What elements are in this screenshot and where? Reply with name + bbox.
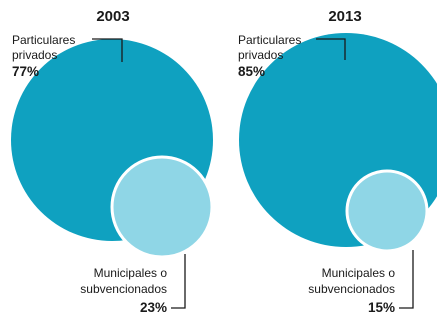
panel-2003: 2003 Particulares privados 77% Municipal…	[11, 8, 214, 315]
year-title-2003: 2003	[96, 8, 129, 25]
bubble-municipales-2013	[345, 169, 429, 253]
leader-municipales-2013	[399, 250, 414, 309]
value-particulares-2013: 85%	[238, 64, 265, 79]
label-municipales-2003-line2: subvencionados	[80, 282, 167, 296]
label-municipales-2003-line1: Municipales o	[94, 266, 168, 280]
label-particulares-2003-line1: Particulares	[12, 33, 75, 47]
value-municipales-2013: 15%	[368, 300, 395, 315]
bubble-municipales-2003	[110, 155, 214, 259]
label-particulares-2013-line2: privados	[238, 48, 283, 62]
panel-2013: 2013 Particulares privados 85% Municipal…	[238, 8, 437, 315]
label-particulares-2003-line2: privados	[12, 48, 57, 62]
label-municipales-2013-line1: Municipales o	[322, 266, 396, 280]
value-municipales-2003: 23%	[140, 300, 167, 315]
leader-municipales-2003	[171, 254, 186, 309]
label-particulares-2013-line1: Particulares	[238, 33, 301, 47]
leader-particulares-2013	[316, 38, 346, 60]
value-particulares-2003: 77%	[12, 64, 39, 79]
label-municipales-2013-line2: subvencionados	[308, 282, 395, 296]
leader-particulares-2003	[92, 38, 123, 62]
year-title-2013: 2013	[328, 8, 361, 25]
